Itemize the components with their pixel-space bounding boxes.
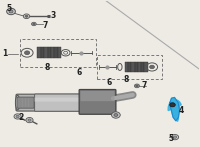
Circle shape <box>136 85 138 87</box>
Ellipse shape <box>15 95 20 110</box>
FancyBboxPatch shape <box>41 47 44 58</box>
FancyBboxPatch shape <box>135 62 138 72</box>
FancyBboxPatch shape <box>35 94 96 111</box>
FancyBboxPatch shape <box>48 47 51 58</box>
Text: 1: 1 <box>2 49 8 58</box>
Circle shape <box>134 84 140 88</box>
Circle shape <box>31 22 36 26</box>
Circle shape <box>170 103 175 107</box>
Text: 7: 7 <box>43 21 48 30</box>
Circle shape <box>9 10 13 13</box>
Text: 7: 7 <box>142 81 147 90</box>
FancyBboxPatch shape <box>144 62 148 72</box>
Text: 6: 6 <box>106 78 112 87</box>
Circle shape <box>25 15 28 17</box>
Circle shape <box>14 114 21 119</box>
Polygon shape <box>171 103 178 122</box>
Circle shape <box>28 119 31 121</box>
Circle shape <box>33 23 35 25</box>
Circle shape <box>26 117 33 123</box>
Text: 6: 6 <box>77 68 82 77</box>
Text: 8: 8 <box>123 75 129 84</box>
FancyBboxPatch shape <box>17 97 34 108</box>
Text: 8: 8 <box>45 63 50 72</box>
Text: 3: 3 <box>51 11 56 20</box>
Circle shape <box>150 65 154 69</box>
FancyBboxPatch shape <box>79 90 116 114</box>
Circle shape <box>7 8 15 15</box>
Text: 5: 5 <box>6 4 11 13</box>
Circle shape <box>173 136 177 138</box>
Polygon shape <box>168 100 181 111</box>
FancyBboxPatch shape <box>81 91 114 101</box>
FancyBboxPatch shape <box>125 62 128 72</box>
FancyBboxPatch shape <box>138 62 141 72</box>
FancyBboxPatch shape <box>54 47 58 58</box>
Circle shape <box>25 51 30 55</box>
FancyBboxPatch shape <box>141 62 144 72</box>
Text: 5: 5 <box>169 134 174 143</box>
FancyBboxPatch shape <box>37 47 41 58</box>
FancyBboxPatch shape <box>131 62 135 72</box>
FancyBboxPatch shape <box>16 94 115 111</box>
Circle shape <box>114 113 118 116</box>
FancyBboxPatch shape <box>128 62 131 72</box>
FancyBboxPatch shape <box>58 47 61 58</box>
Circle shape <box>172 135 179 140</box>
Text: 2: 2 <box>18 113 23 122</box>
Circle shape <box>23 14 30 19</box>
Circle shape <box>16 115 19 118</box>
FancyBboxPatch shape <box>44 47 48 58</box>
Text: 4: 4 <box>179 106 184 115</box>
Polygon shape <box>170 97 179 121</box>
Polygon shape <box>170 103 180 109</box>
FancyBboxPatch shape <box>51 47 54 58</box>
FancyBboxPatch shape <box>19 97 107 102</box>
Circle shape <box>112 112 120 118</box>
